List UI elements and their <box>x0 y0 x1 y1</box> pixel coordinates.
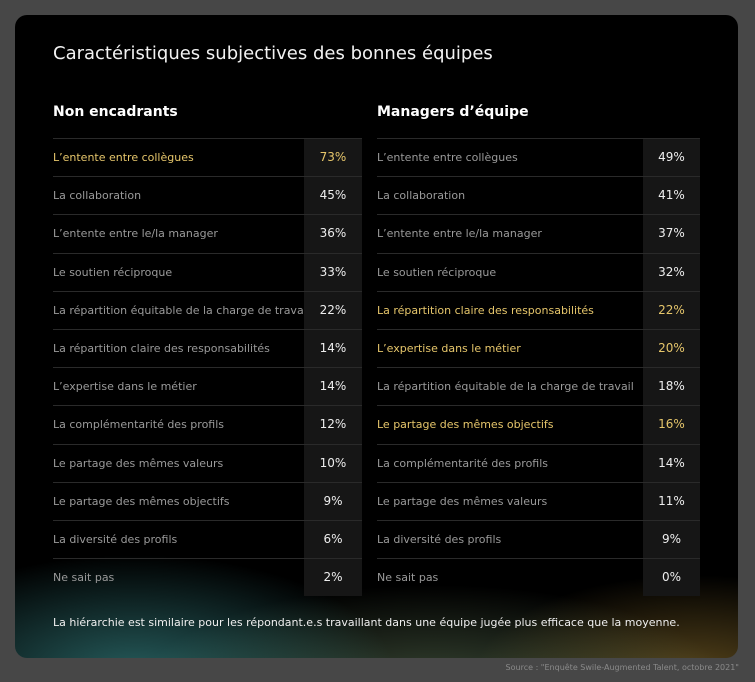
table-row: L’expertise dans le métier 20% <box>377 328 700 368</box>
title: Caractéristiques subjectives des bonnes … <box>53 43 493 64</box>
table-row: Le partage des mêmes valeurs 10% <box>53 443 362 482</box>
table-row: La collaboration 45% <box>53 176 362 215</box>
table-row: La diversité des profils 9% <box>377 519 700 559</box>
table-row: Ne sait pas 2% <box>53 558 362 597</box>
row-value: 20% <box>643 329 700 368</box>
row-label: La répartition équitable de la charge de… <box>53 303 310 317</box>
table-row: Le partage des mêmes valeurs 11% <box>377 481 700 520</box>
row-label: Le partage des mêmes objectifs <box>377 418 554 432</box>
table-row: L’entente entre collègues 49% <box>377 138 700 177</box>
row-label: La diversité des profils <box>377 532 502 546</box>
card: Caractéristiques subjectives des bonnes … <box>15 15 738 658</box>
table-row: Le soutien réciproque 33% <box>53 252 362 291</box>
row-value: 2% <box>304 559 362 597</box>
row-value: 0% <box>643 559 700 597</box>
table-row: L’expertise dans le métier 14% <box>53 367 362 406</box>
row-value: 37% <box>643 215 700 253</box>
table-row: La diversité des profils 6% <box>53 519 362 559</box>
row-value: 6% <box>304 520 362 559</box>
row-label: L’entente entre le/la manager <box>53 227 218 241</box>
row-label: La complémentarité des profils <box>53 418 225 432</box>
row-value: 14% <box>304 368 362 406</box>
table-row: L’entente entre collègues 73% <box>53 138 362 177</box>
row-label: L’expertise dans le métier <box>377 341 521 355</box>
table-row: La répartition claire des responsabilité… <box>377 290 700 329</box>
table-row: L’entente entre le/la manager 37% <box>377 214 700 253</box>
table-row: La répartition claire des responsabilité… <box>53 328 362 368</box>
row-label: Ne sait pas <box>377 571 439 585</box>
row-label: La diversité des profils <box>53 532 178 546</box>
row-value: 49% <box>643 139 700 177</box>
row-value: 14% <box>643 444 700 482</box>
row-label: Le partage des mêmes valeurs <box>53 456 224 470</box>
row-value: 10% <box>304 444 362 482</box>
row-label: La répartition équitable de la charge de… <box>377 380 634 394</box>
row-value: 16% <box>643 406 700 444</box>
footnote: La hiérarchie est similaire pour les rép… <box>53 616 680 629</box>
table-row: Le partage des mêmes objectifs 16% <box>377 405 700 444</box>
row-label: L’entente entre collègues <box>53 151 194 164</box>
row-value: 36% <box>304 215 362 253</box>
row-label: La collaboration <box>53 189 142 203</box>
row-value: 9% <box>643 520 700 559</box>
table: L’entente entre collègues 73% La collabora… <box>53 138 362 597</box>
table-row: Ne sait pas 0% <box>377 558 700 597</box>
row-label: Ne sait pas <box>53 571 115 585</box>
row-value: 41% <box>643 177 700 215</box>
column-heading: Managers d’équipe <box>377 104 529 120</box>
row-value: 73% <box>304 139 362 177</box>
row-label: La répartition claire des responsabilité… <box>53 341 270 355</box>
row-value: 9% <box>304 482 362 520</box>
row-value: 18% <box>643 368 700 406</box>
row-value: 12% <box>304 406 362 444</box>
row-label: La répartition claire des responsabilité… <box>377 303 594 317</box>
table: L’entente entre collègues 49% La collabora… <box>377 138 700 597</box>
row-label: L’expertise dans le métier <box>53 380 197 394</box>
table-row: Le soutien réciproque 32% <box>377 252 700 291</box>
row-label: L’entente entre collègues <box>377 151 518 164</box>
row-value: 45% <box>304 177 362 215</box>
table-row: La répartition équitable de la charge de… <box>53 290 362 329</box>
row-value: 11% <box>643 482 700 520</box>
table-row: Le partage des mêmes objectifs 9% <box>53 481 362 520</box>
row-value: 22% <box>643 291 700 329</box>
row-label: La collaboration <box>377 189 466 203</box>
column-heading: Non encadrants <box>53 104 178 120</box>
row-value: 32% <box>643 253 700 291</box>
row-label: Le soutien réciproque <box>53 265 173 279</box>
row-label: L’entente entre le/la manager <box>377 227 542 241</box>
row-value: 22% <box>304 291 362 329</box>
row-label: Le partage des mêmes valeurs <box>377 494 548 508</box>
table-row: La répartition équitable de la charge de… <box>377 367 700 406</box>
row-label: Le partage des mêmes objectifs <box>53 494 230 508</box>
table-row: La complémentarité des profils 14% <box>377 443 700 482</box>
table-row: L’entente entre le/la manager 36% <box>53 214 362 253</box>
table-row: La complémentarité des profils 12% <box>53 405 362 444</box>
table-row: La collaboration 41% <box>377 176 700 215</box>
row-value: 33% <box>304 253 362 291</box>
row-label: La complémentarité des profils <box>377 456 549 470</box>
row-value: 14% <box>304 329 362 368</box>
row-label: Le soutien réciproque <box>377 265 497 279</box>
source: Source : "Enquête Swile-Augmented Talent… <box>505 663 739 672</box>
